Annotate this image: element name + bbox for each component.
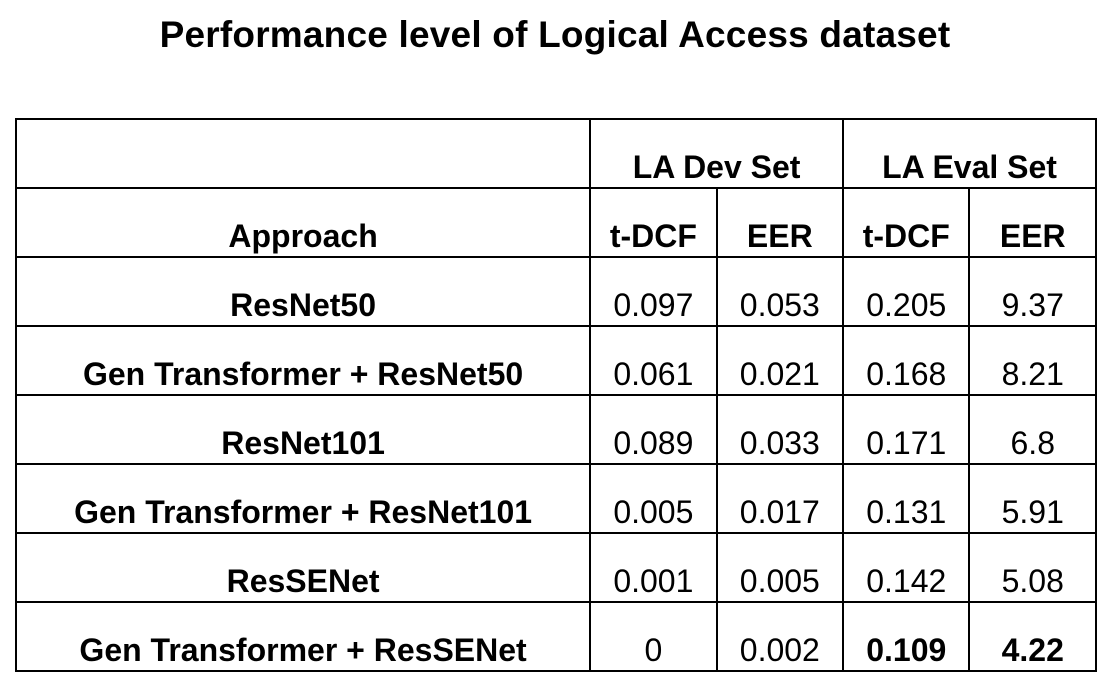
value-cell: 0.021 xyxy=(715,325,845,396)
value-cell: 0 xyxy=(589,601,718,672)
value-cell: 0.017 xyxy=(715,463,845,534)
value-cell: 0.061 xyxy=(589,325,718,396)
value-cell: 0.002 xyxy=(715,601,845,672)
value-cell: 0.033 xyxy=(715,394,845,465)
value-cell: 0.001 xyxy=(589,532,718,603)
value-cell: 0.131 xyxy=(842,463,971,534)
table-row: ResNet101 0.089 0.033 0.171 6.8 xyxy=(14,394,1097,465)
value-cell: 0.005 xyxy=(589,463,718,534)
best-value-cell: 4.22 xyxy=(968,601,1097,672)
metric-header-row: Approach t-DCF EER t-DCF EER xyxy=(14,187,1097,258)
table-row: ResNet50 0.097 0.053 0.205 9.37 xyxy=(14,256,1097,327)
approach-cell: Gen Transformer + ResNet50 xyxy=(14,325,592,396)
value-cell: 0.205 xyxy=(842,256,971,327)
value-cell: 0.097 xyxy=(589,256,718,327)
metric-header-eval-tdcf: t-DCF xyxy=(842,187,971,258)
table-row: Gen Transformer + ResSENet 0 0.002 0.109… xyxy=(14,601,1097,672)
performance-table: LA Dev Set LA Eval Set Approach t-DCF EE… xyxy=(14,118,1097,672)
table-row: Gen Transformer + ResNet101 0.005 0.017 … xyxy=(14,463,1097,534)
value-cell: 8.21 xyxy=(968,325,1097,396)
approach-cell: Gen Transformer + ResSENet xyxy=(14,601,592,672)
value-cell: 5.91 xyxy=(968,463,1097,534)
value-cell: 0.142 xyxy=(842,532,971,603)
value-cell: 0.168 xyxy=(842,325,971,396)
value-cell: 0.053 xyxy=(715,256,845,327)
metric-header-eval-eer: EER xyxy=(968,187,1097,258)
value-cell: 6.8 xyxy=(968,394,1097,465)
value-cell: 5.08 xyxy=(968,532,1097,603)
group-header-row: LA Dev Set LA Eval Set xyxy=(14,118,1097,189)
approach-header: Approach xyxy=(14,187,592,258)
empty-corner-cell xyxy=(14,118,592,189)
group-header-dev: LA Dev Set xyxy=(589,118,845,189)
value-cell: 0.089 xyxy=(589,394,718,465)
table-row: Gen Transformer + ResNet50 0.061 0.021 0… xyxy=(14,325,1097,396)
value-cell: 9.37 xyxy=(968,256,1097,327)
approach-cell: ResNet50 xyxy=(14,256,592,327)
metric-header-dev-tdcf: t-DCF xyxy=(589,187,718,258)
value-cell: 0.005 xyxy=(715,532,845,603)
approach-cell: ResNet101 xyxy=(14,394,592,465)
page-title: Performance level of Logical Access data… xyxy=(159,14,951,55)
approach-cell: ResSENet xyxy=(14,532,592,603)
metric-header-dev-eer: EER xyxy=(715,187,845,258)
group-header-eval: LA Eval Set xyxy=(842,118,1097,189)
best-value-cell: 0.109 xyxy=(842,601,971,672)
approach-cell: Gen Transformer + ResNet101 xyxy=(14,463,592,534)
table-row: ResSENet 0.001 0.005 0.142 5.08 xyxy=(14,532,1097,603)
value-cell: 0.171 xyxy=(842,394,971,465)
